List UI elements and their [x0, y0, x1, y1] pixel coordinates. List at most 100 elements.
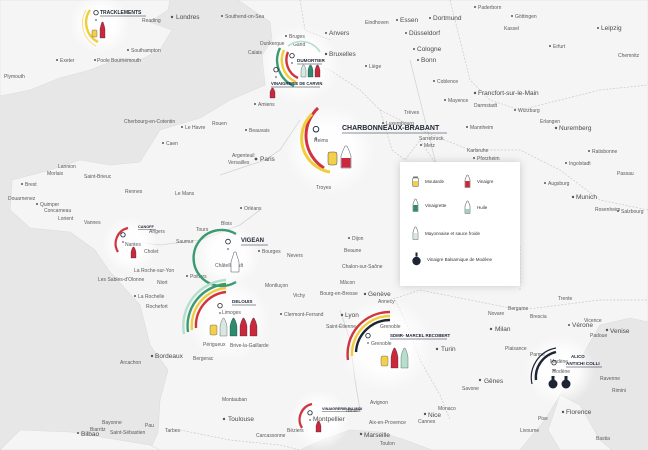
city-label: Paris — [260, 156, 276, 163]
brand-marker-delouis[interactable]: Limoges DELOUIS — [182, 278, 258, 337]
city-label: Bonn — [421, 57, 437, 64]
city-label: Châtellerault — [215, 263, 244, 269]
city-label: Versailles — [228, 160, 250, 166]
brand-marker-canoff[interactable]: Nantes CANOFF — [114, 225, 156, 259]
city-label: Plaisance — [505, 346, 527, 352]
city-label: Erlangen — [540, 119, 560, 125]
legend-item-huile: Huile — [464, 200, 487, 214]
map-pin-icon — [289, 53, 295, 64]
city-label: Bergame — [508, 306, 529, 312]
brand-marker-dumortier[interactable]: DUMORTIER — [275, 40, 325, 88]
brand-marker-vinaigrerie-midi[interactable]: Montpellier VINAIGRERIE DU MIDI — [298, 402, 363, 433]
brand-marker-charbonneaux[interactable]: Reims CHARBONNEAUX-BRABANT — [300, 106, 447, 174]
legend-item-vinaigrette: Vinaigrette — [412, 198, 446, 212]
city-label: Gênes — [484, 378, 504, 385]
map-ring — [285, 51, 299, 80]
city-label: Grenoble — [371, 341, 392, 347]
brand-label[interactable]: VINAIGRERIE DU MIDI — [322, 407, 362, 411]
city-label: Mâcon — [340, 280, 355, 286]
city-label: Poole — [97, 58, 110, 64]
balsamic-bottle-icon — [412, 252, 421, 266]
city-label: Plymouth — [4, 74, 25, 80]
brand-label[interactable]: DELOUIS — [232, 299, 252, 304]
vinegar-bottle-icon — [464, 174, 471, 188]
city-label: Orléans — [244, 206, 262, 212]
brand-label[interactable]: VIGEAN — [241, 238, 264, 244]
city-label: Bilbao — [81, 431, 99, 438]
mustard-jar-icon — [412, 176, 419, 187]
brand-label[interactable]: VINAIGRERIE DE CARVIN — [271, 81, 322, 86]
brand-label[interactable]: SDMR- MARCEL RECOBERT — [390, 333, 450, 338]
city-label: Karlsruhe — [467, 148, 489, 154]
city-label: Morlaix — [47, 171, 64, 177]
map-pin-icon — [273, 67, 279, 78]
mustard-jar-icon — [209, 324, 218, 336]
brand-label[interactable]: CHARBONNEAUX-BRABANT — [342, 125, 440, 132]
city-label: Nuremberg — [559, 125, 592, 132]
city-label: Limoges — [222, 310, 241, 316]
brand-label[interactable]: ALICO — [571, 354, 585, 359]
city-label: Bastia — [596, 436, 610, 442]
brand-marker-recobert[interactable]: Grenoble SDMR- MARCEL RECOBERT — [346, 310, 451, 369]
city-label: Poitiers — [190, 274, 207, 280]
city-label: Luxembourg — [386, 121, 414, 127]
map-ring — [300, 112, 331, 174]
vinegar-bottle-icon — [239, 317, 248, 337]
city-label: Nîmes — [346, 408, 361, 414]
brand-label[interactable]: DUMORTIER — [297, 58, 325, 63]
city-label: Dunkerque — [260, 41, 285, 47]
vinegar-fill — [341, 158, 351, 168]
city-label: Bergerac — [193, 356, 214, 362]
city-label: La Rochelle — [138, 294, 165, 300]
city-label: Reading — [142, 18, 161, 24]
city-label: Florence — [566, 409, 592, 416]
city-label: Milan — [495, 326, 511, 333]
brand-marker-alico[interactable]: Modène ALICO ANTICHI COLLI — [530, 347, 602, 389]
mayonnaise-bottle-icon — [412, 226, 419, 240]
map-ring — [186, 282, 227, 333]
oil-bottle-icon — [400, 347, 409, 369]
vinaigrette-bottle-icon — [412, 198, 419, 212]
city-label: Angers — [149, 229, 165, 235]
map-ring — [194, 290, 227, 329]
bottle-neck — [551, 376, 555, 380]
city-label: Beauvais — [249, 128, 270, 134]
map-ring — [182, 278, 227, 335]
vinegar-bottle-icon — [99, 21, 106, 39]
city-label: Lannion — [58, 164, 76, 170]
city-label: Bayonne — [102, 420, 122, 426]
map-ring — [280, 49, 297, 84]
city-label: Douarnenez — [8, 196, 36, 202]
map-ring — [304, 106, 325, 170]
brand-label[interactable]: ANTICHI COLLI — [566, 361, 600, 366]
city-label: Marseille — [364, 432, 390, 439]
city-label: Blois — [221, 221, 232, 227]
legend-item-moutarde: Moutarde — [412, 176, 444, 187]
brand-marker-trackements[interactable]: TRACKLEMENTS — [81, 9, 146, 47]
city-label: Kassel — [504, 26, 519, 32]
mustard-jar-icon — [91, 29, 98, 38]
vinegar-bottle-icon — [130, 246, 137, 259]
city-label: Bourges — [262, 249, 281, 255]
city-label: Niort — [157, 280, 168, 286]
city-label: Bordeaux — [155, 353, 184, 360]
brand-label[interactable]: TRACKLEMENTS — [100, 10, 142, 16]
city-label: Dortmund — [433, 15, 462, 22]
city-label: Rochefort — [146, 304, 168, 310]
city-label: Calais — [248, 50, 262, 56]
city-label: Brescia — [530, 314, 547, 320]
city-label: Parme — [530, 352, 545, 358]
city-label: Vicence — [584, 318, 602, 324]
legend-label: Vinaigre Balsamique de Modène — [427, 256, 492, 262]
brand-marker-carvin[interactable]: VINAIGRERIE DE CARVIN — [269, 67, 322, 99]
city-labels: Londres Southend-on-Sea Reading Southamp… — [4, 5, 644, 447]
city-label: Ravenne — [600, 376, 620, 382]
legend-label: Huile — [477, 204, 488, 210]
city-label: Bournemouth — [111, 58, 141, 64]
city-label: Venise — [610, 328, 630, 335]
city-label: Southend-on-Sea — [225, 14, 264, 20]
city-label: Leipzig — [601, 25, 622, 32]
city-label: Chalon-sur-Saône — [342, 264, 383, 270]
brand-label[interactable]: CANOFF — [138, 225, 154, 229]
